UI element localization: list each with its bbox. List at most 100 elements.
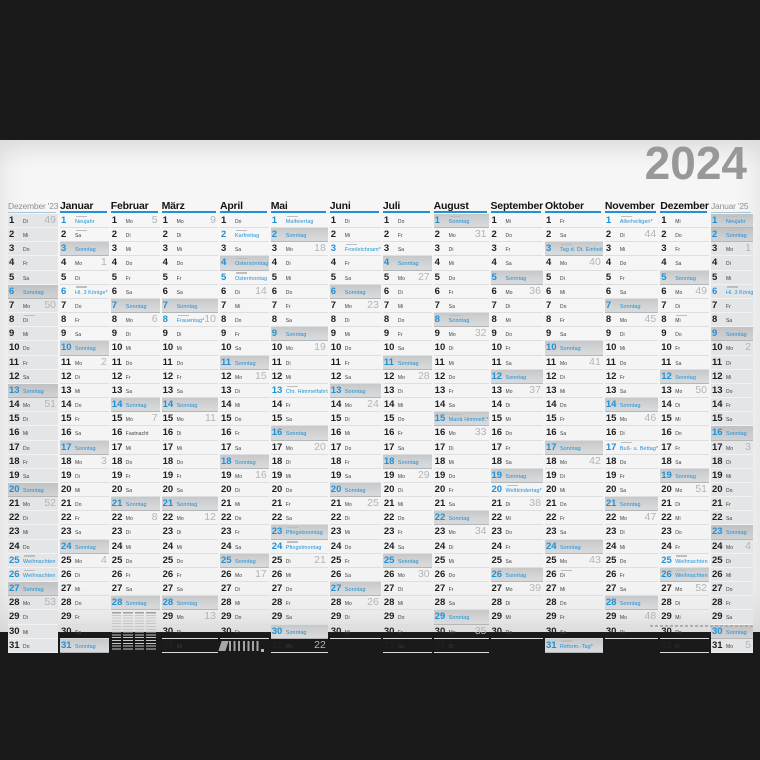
day-label: Di <box>726 261 731 268</box>
day-label: Mo <box>559 459 568 466</box>
week-number: 6 <box>151 313 158 326</box>
day-number: 23 <box>661 526 672 538</box>
day-cell: 19 Do <box>433 469 489 483</box>
day-number: 17 <box>545 441 557 453</box>
day-label: Sonntag <box>23 587 44 594</box>
day-cell: 22 Mo 8 <box>110 511 160 526</box>
day-number: 27 <box>712 583 723 595</box>
day-label: Sa <box>125 587 133 594</box>
day-number: 11 <box>605 356 616 368</box>
day-cell: 29 Di <box>329 610 381 625</box>
day-number: 27 <box>61 583 72 595</box>
day-cell: 30 Sa <box>60 625 109 639</box>
day-number: 6 <box>61 285 67 297</box>
day-cell: 29 Fr <box>544 610 603 625</box>
day-number: 12 <box>545 370 557 382</box>
day-number: 15 <box>605 413 617 425</box>
day-label: Di <box>75 473 80 480</box>
day-label: Di <box>675 601 681 608</box>
day-label: Do <box>675 431 682 438</box>
day-number: 9 <box>712 328 718 340</box>
day-label: Sonntag <box>448 318 470 325</box>
day-number: 30 <box>605 625 617 637</box>
week-number: 31 <box>474 228 487 241</box>
day-label: Allerheiligen* <box>619 219 653 225</box>
day-cell: 17 Buß- u. Bettag* <box>604 441 659 455</box>
day-cell: 16 Fr <box>382 426 432 441</box>
week-number: 29 <box>417 468 430 481</box>
day-number: 15 <box>661 413 672 425</box>
day-label: Di <box>619 530 625 537</box>
day-cell: 23 Mi <box>329 525 381 540</box>
day-cell: 10 Mo 2 <box>711 341 753 356</box>
day-cell: 11 Di <box>270 356 328 370</box>
day-number: 21 <box>162 498 174 510</box>
day-number: 20 <box>491 483 503 495</box>
day-cell: 1 Maifeiertag <box>270 214 328 229</box>
day-cell: 29 Mi <box>490 610 543 625</box>
day-number: 10 <box>330 342 342 354</box>
day-cell: 13 Mi <box>60 384 109 399</box>
day-label: Fr <box>23 459 28 466</box>
day-label: Mi <box>505 417 511 424</box>
day-label: Sonntag <box>285 431 307 438</box>
day-cell: 25 Mi <box>433 554 489 568</box>
day-cell: 24 Mi <box>110 540 160 554</box>
day-label: Sa <box>23 275 30 282</box>
day-number: 21 <box>434 498 446 510</box>
day-number: 5 <box>330 271 337 283</box>
day-cell: 12 Sa <box>8 369 58 384</box>
day-label: Mo <box>675 289 683 296</box>
day-cell: 21 Mi <box>219 497 269 512</box>
month-name: November <box>604 200 655 212</box>
day-cell: 5 Fr <box>604 271 659 285</box>
day-label: Mi <box>397 601 404 608</box>
day-label: Mo <box>23 303 31 310</box>
day-label: Sa <box>559 629 567 636</box>
day-label: Mi <box>619 346 626 353</box>
day-label: Neujahr <box>726 219 746 225</box>
region-micro-note <box>286 527 298 529</box>
day-cell: 14 Mo 24 <box>329 398 381 413</box>
day-cell: 12 Sonntag <box>490 369 543 384</box>
day-number: 20 <box>605 483 617 495</box>
day-label: Do <box>619 459 627 466</box>
day-label: Sa <box>559 530 567 537</box>
day-label: Mo <box>448 530 456 537</box>
day-number: 3 <box>605 243 612 255</box>
day-number: 19 <box>162 469 174 481</box>
day-label: Sonntag <box>344 289 366 296</box>
day-number: 23 <box>271 526 283 538</box>
day-label: Fr <box>448 388 454 395</box>
day-label: Ostersonntag <box>234 261 269 268</box>
day-label: Di <box>344 516 350 523</box>
day-cell: 29 Fr <box>60 610 109 625</box>
day-cell: 15 Mi <box>490 412 543 427</box>
day-cell: 23 Sonntag <box>711 525 753 540</box>
day-label: Fr <box>176 473 182 480</box>
week-number: 3 <box>745 440 751 453</box>
day-label: Mo <box>726 445 734 452</box>
day-label: Di <box>397 289 403 296</box>
day-cell: 31 Mo 5 <box>711 638 753 653</box>
day-label: Sonntag <box>559 346 581 353</box>
month-column-august: August 1 Sonntag 2 Mo 31 3 Di 4 Mi 5 Do 6 Fr 7 Sa 8 Sonnt… <box>433 196 489 653</box>
day-label: Fr <box>505 544 511 551</box>
month-column-november: November 1 Allerheiligen* 2 Di 44 3 Mi 4 Do 5 Fr 6 Sa… <box>604 196 659 653</box>
week-number: 3 <box>100 454 107 467</box>
day-number: 19 <box>712 469 723 481</box>
day-number: 13 <box>330 384 342 396</box>
day-number: 3 <box>220 243 227 255</box>
day-label: Di <box>176 332 182 339</box>
week-number: 2 <box>745 341 751 354</box>
day-number: 7 <box>383 299 390 311</box>
day-number: 10 <box>9 342 20 354</box>
day-number: 28 <box>9 597 20 609</box>
day-label: Mariä Himmelf.* <box>448 417 489 424</box>
day-label: Mi <box>559 587 566 594</box>
day-cell: 13 Di <box>219 384 269 399</box>
day-number: 13 <box>491 384 503 396</box>
day-number: 28 <box>220 597 232 609</box>
logo-bars <box>228 640 259 651</box>
day-number: 28 <box>661 597 672 609</box>
